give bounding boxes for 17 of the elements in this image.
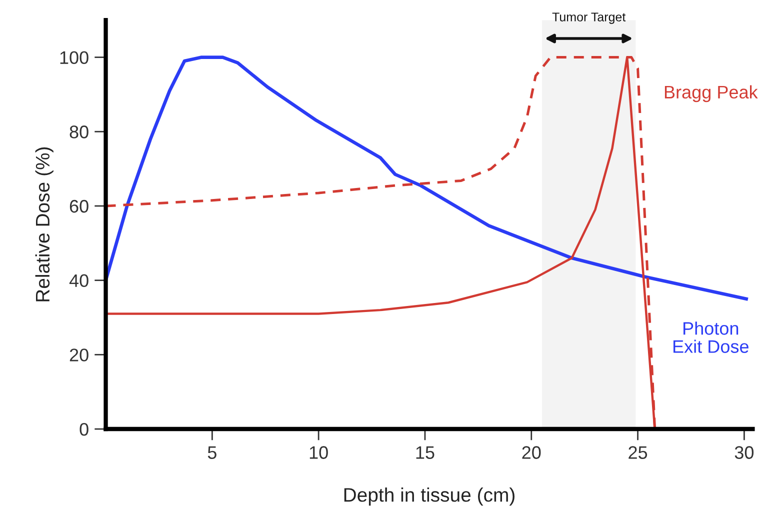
x-axis-title: Depth in tissue (cm): [344, 488, 514, 506]
y-tick-label: 80: [70, 126, 88, 138]
x-tick-label: 5: [208, 446, 216, 459]
y-axis-title: Relative Dose (%): [35, 147, 54, 302]
y-tick-label: 20: [70, 348, 88, 362]
y-tick-label: 60: [70, 200, 88, 213]
x-tick-label: 25: [628, 446, 648, 459]
y-tick-label: 0: [80, 422, 88, 436]
y-tick-label: 100: [60, 51, 88, 64]
series-label: Bragg Peak: [664, 85, 758, 102]
band-label: Tumor Target: [552, 12, 626, 24]
y-tick-label: 40: [69, 274, 88, 288]
x-tick-label: 20: [522, 446, 541, 459]
x-tick-label: 30: [734, 446, 754, 459]
series-label: Photon Exit Dose: [674, 322, 748, 353]
x-tick-label: 15: [416, 446, 434, 459]
x-tick-label: 10: [310, 446, 328, 459]
